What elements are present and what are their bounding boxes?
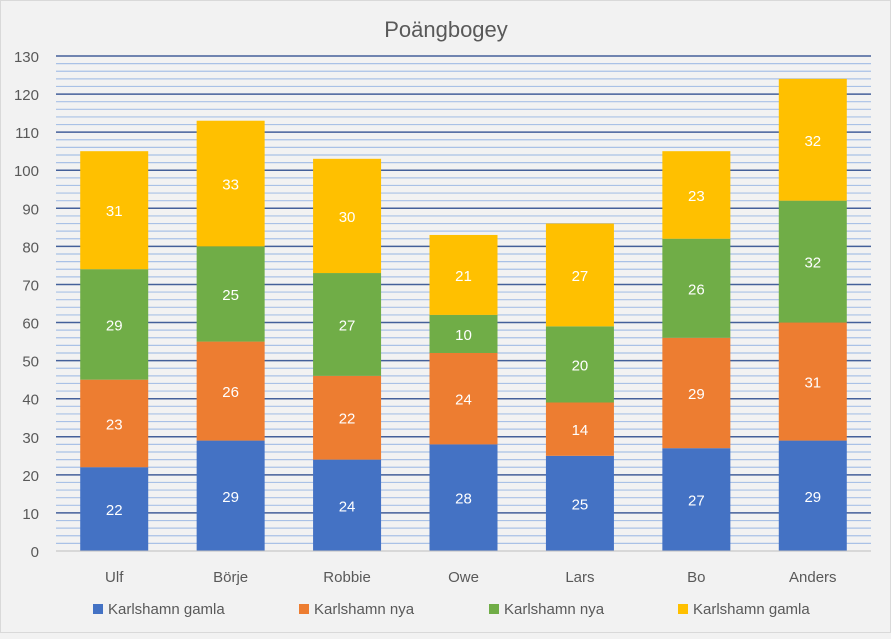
data-label: 24 xyxy=(339,498,356,515)
x-tick-label: Lars xyxy=(565,569,594,586)
bar-segment xyxy=(545,455,614,551)
y-tick-label: 30 xyxy=(22,430,39,447)
bar-segment xyxy=(778,440,847,551)
data-label: 31 xyxy=(804,375,821,392)
y-tick-label: 20 xyxy=(22,468,39,485)
bar-segment xyxy=(545,402,614,456)
data-label: 22 xyxy=(106,502,123,519)
data-label: 29 xyxy=(804,489,821,506)
legend-label: Karlshamn nya xyxy=(504,601,605,618)
data-label: 29 xyxy=(222,489,239,506)
bar-segment xyxy=(662,238,731,338)
y-tick-label: 120 xyxy=(14,87,39,104)
bar-segment xyxy=(80,269,149,380)
bar-segment xyxy=(313,375,382,460)
legend-swatch xyxy=(489,604,499,614)
legend-swatch xyxy=(299,604,309,614)
data-label: 33 xyxy=(222,177,239,194)
data-label: 25 xyxy=(222,287,239,304)
bar-segment xyxy=(196,440,265,551)
data-label: 26 xyxy=(688,281,705,298)
y-tick-label: 110 xyxy=(15,125,39,142)
bar-segment xyxy=(778,322,847,441)
bar-segment xyxy=(80,151,149,270)
y-tick-label: 100 xyxy=(14,163,39,180)
data-label: 22 xyxy=(339,411,356,428)
data-label: 21 xyxy=(455,268,472,285)
y-tick-label: 60 xyxy=(22,316,39,333)
legend-label: Karlshamn nya xyxy=(314,601,415,618)
bar-segment xyxy=(196,341,265,441)
bar-segment xyxy=(778,200,847,323)
data-label: 32 xyxy=(804,133,821,150)
legend-label: Karlshamn gamla xyxy=(693,601,810,618)
data-label: 27 xyxy=(572,268,589,285)
y-tick-label: 80 xyxy=(22,239,39,256)
y-tick-label: 70 xyxy=(22,277,39,294)
bar-segment xyxy=(662,448,731,551)
y-tick-label: 50 xyxy=(22,354,39,371)
x-tick-label: Owe xyxy=(448,569,479,586)
x-tick-label: Ulf xyxy=(105,569,124,586)
data-label: 31 xyxy=(106,203,123,220)
bar-segment xyxy=(662,337,731,449)
x-tick-label: Robbie xyxy=(323,569,371,586)
bar-segment xyxy=(80,467,149,551)
x-tick-label: Börje xyxy=(213,569,248,586)
chart-title: Poängbogey xyxy=(384,17,508,42)
x-tick-label: Bo xyxy=(687,569,705,586)
data-label: 26 xyxy=(222,384,239,401)
data-label: 28 xyxy=(455,491,472,508)
bar-segment xyxy=(778,78,847,201)
data-label: 25 xyxy=(572,496,589,513)
bar-segment xyxy=(196,246,265,342)
data-label: 20 xyxy=(572,357,589,374)
bar-segment xyxy=(196,120,265,247)
legend-label: Karlshamn gamla xyxy=(108,601,225,618)
data-label: 24 xyxy=(455,392,472,409)
data-label: 10 xyxy=(455,327,472,344)
data-label: 30 xyxy=(339,209,356,226)
legend-swatch xyxy=(93,604,103,614)
data-label: 29 xyxy=(106,317,123,334)
bar-segment xyxy=(80,379,149,468)
y-tick-label: 10 xyxy=(22,506,39,523)
data-label: 32 xyxy=(804,255,821,272)
x-tick-label: Anders xyxy=(789,569,837,586)
legend-swatch xyxy=(678,604,688,614)
y-tick-label: 0 xyxy=(31,544,39,561)
data-label: 27 xyxy=(688,493,705,510)
bar-segment xyxy=(313,459,382,551)
y-tick-label: 130 xyxy=(14,49,39,66)
bar-segment xyxy=(545,223,614,327)
bar-segment xyxy=(313,158,382,274)
bar-segment xyxy=(429,444,498,551)
bar-segment xyxy=(313,273,382,376)
y-tick-label: 40 xyxy=(22,392,39,409)
data-label: 29 xyxy=(688,386,705,403)
data-label: 23 xyxy=(106,416,123,433)
data-label: 27 xyxy=(339,317,356,334)
bar-segment xyxy=(429,234,498,315)
bar-segment xyxy=(545,326,614,403)
data-label: 14 xyxy=(572,422,589,439)
bar-segment xyxy=(429,353,498,445)
data-label: 23 xyxy=(688,188,705,205)
bar-segment xyxy=(662,151,731,239)
y-tick-label: 90 xyxy=(22,201,39,218)
bar-segment xyxy=(429,314,498,353)
